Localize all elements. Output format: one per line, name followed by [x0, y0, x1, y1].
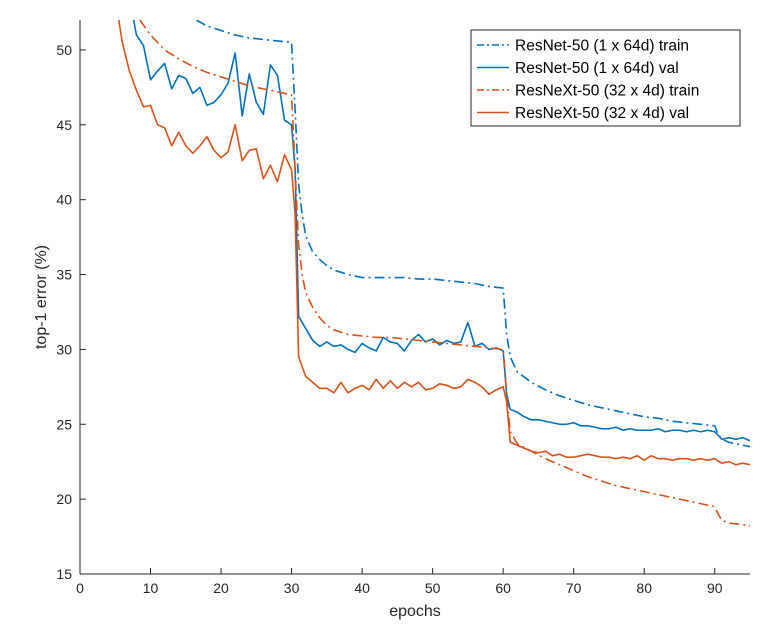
series-layer [117, 20, 750, 527]
series-line-2 [139, 20, 750, 527]
y-tick-label: 20 [56, 491, 72, 507]
x-axis-label: epochs [389, 603, 441, 620]
y-tick-label: 40 [56, 192, 72, 208]
x-tick-label: 60 [495, 580, 511, 596]
x-tick-label: 90 [707, 580, 723, 596]
x-tick-label: 40 [354, 580, 370, 596]
axes-layer: 0 10 20 30 40 50 60 70 80 90 15 20 25 30 35 40 45 50 [56, 20, 750, 596]
y-tick-label: 15 [56, 566, 72, 582]
x-tick-label: 50 [425, 580, 441, 596]
legend-label-2: ResNeXt-50 (32 x 4d) train [515, 83, 699, 100]
y-tick-label: 25 [56, 416, 72, 432]
y-tick-label: 50 [56, 42, 72, 58]
x-tick-label: 80 [636, 580, 652, 596]
legend: ResNet-50 (1 x 64d) train ResNet-50 (1 x … [470, 29, 741, 127]
x-tick-label: 70 [566, 580, 582, 596]
y-axis-label: top-1 error (%) [33, 245, 50, 349]
x-tick-label: 0 [76, 580, 84, 596]
series-line-3 [117, 20, 750, 466]
y-tick-label: 35 [56, 267, 72, 283]
legend-box [470, 29, 741, 127]
legend-label-3: ResNeXt-50 (32 x 4d) val [515, 105, 689, 122]
x-tick-label: 20 [213, 580, 229, 596]
legend-label-0: ResNet-50 (1 x 64d) train [515, 38, 689, 55]
x-tick-label: 30 [284, 580, 300, 596]
y-tick-label: 45 [56, 117, 72, 133]
legend-label-1: ResNet-50 (1 x 64d) val [515, 60, 679, 77]
series-line-0 [195, 20, 750, 448]
x-tick-label: 10 [143, 580, 159, 596]
y-tick-label: 30 [56, 341, 72, 357]
